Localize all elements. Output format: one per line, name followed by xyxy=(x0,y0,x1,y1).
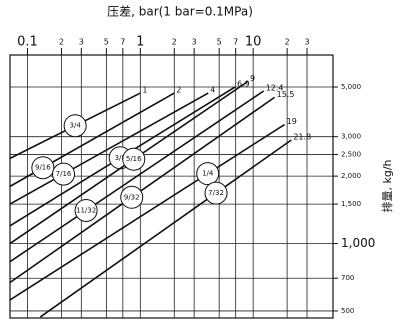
end-label: 4 xyxy=(210,86,215,95)
y-tick-label: 2,000 xyxy=(341,172,361,180)
end-label: 2 xyxy=(176,86,181,95)
x-tick-label: 2 xyxy=(172,38,177,47)
x-tick-label: 3 xyxy=(79,38,84,47)
size-marker xyxy=(196,162,220,186)
end-label: 9 xyxy=(250,74,255,83)
x-tick-label: 2 xyxy=(285,38,290,47)
legend-label: 1/4 xyxy=(202,170,214,178)
end-label: 19 xyxy=(287,117,297,126)
end-label: 12.4 xyxy=(266,83,284,92)
x-tick-label: 5 xyxy=(217,38,222,47)
x-tick-label: 2 xyxy=(59,38,64,47)
series-line xyxy=(9,90,265,263)
chart-title: 压差, bar(1 bar=0.1MPa) xyxy=(107,5,253,19)
size-marker xyxy=(122,147,146,171)
end-label: 15.5 xyxy=(277,90,295,99)
x-tick-label: 5 xyxy=(104,38,109,47)
end-label: 21.8 xyxy=(293,132,311,141)
x-tick-label: 7 xyxy=(233,38,238,47)
series-line xyxy=(9,123,286,301)
series-line xyxy=(9,96,276,284)
x-tick-label: 10 xyxy=(245,35,262,50)
y-tick-label: 1,500 xyxy=(341,200,361,208)
series-line xyxy=(9,92,209,205)
legend-label: 5/16 xyxy=(126,155,142,163)
legend-label: 7/32 xyxy=(208,189,224,197)
y-tick-label: 500 xyxy=(341,307,354,315)
legend-label: 7/16 xyxy=(56,170,72,178)
x-tick-label: 7 xyxy=(120,38,125,47)
y-tick-label: 3,000 xyxy=(341,133,361,141)
size-marker xyxy=(63,114,87,138)
y-tick-label: 1,000 xyxy=(341,236,375,250)
y-tick-label: 2,500 xyxy=(341,150,361,158)
series-line xyxy=(39,139,292,318)
end-label: 1 xyxy=(142,86,147,95)
x-tick-label: 1 xyxy=(136,35,144,50)
size-marker xyxy=(204,181,228,205)
legend-label: 3/4 xyxy=(70,122,82,130)
size-marker xyxy=(74,198,98,222)
x-tick-label: 0.1 xyxy=(17,35,38,50)
legend-label: 3/8 xyxy=(115,154,126,162)
size-marker xyxy=(120,185,144,209)
plot-frame xyxy=(9,54,334,319)
x-tick-label: 3 xyxy=(304,38,309,47)
legend-label: 9/32 xyxy=(124,193,140,201)
y-tick-label: 700 xyxy=(341,274,354,282)
x-tick-label: 3 xyxy=(192,38,197,47)
y-axis-label: 排量, kg/h xyxy=(380,159,394,212)
legend-label: 11/32 xyxy=(76,206,96,214)
legend-label: 9/16 xyxy=(35,164,51,172)
size-marker xyxy=(52,162,76,186)
size-marker xyxy=(31,156,55,180)
y-tick-label: 5,000 xyxy=(341,83,361,91)
